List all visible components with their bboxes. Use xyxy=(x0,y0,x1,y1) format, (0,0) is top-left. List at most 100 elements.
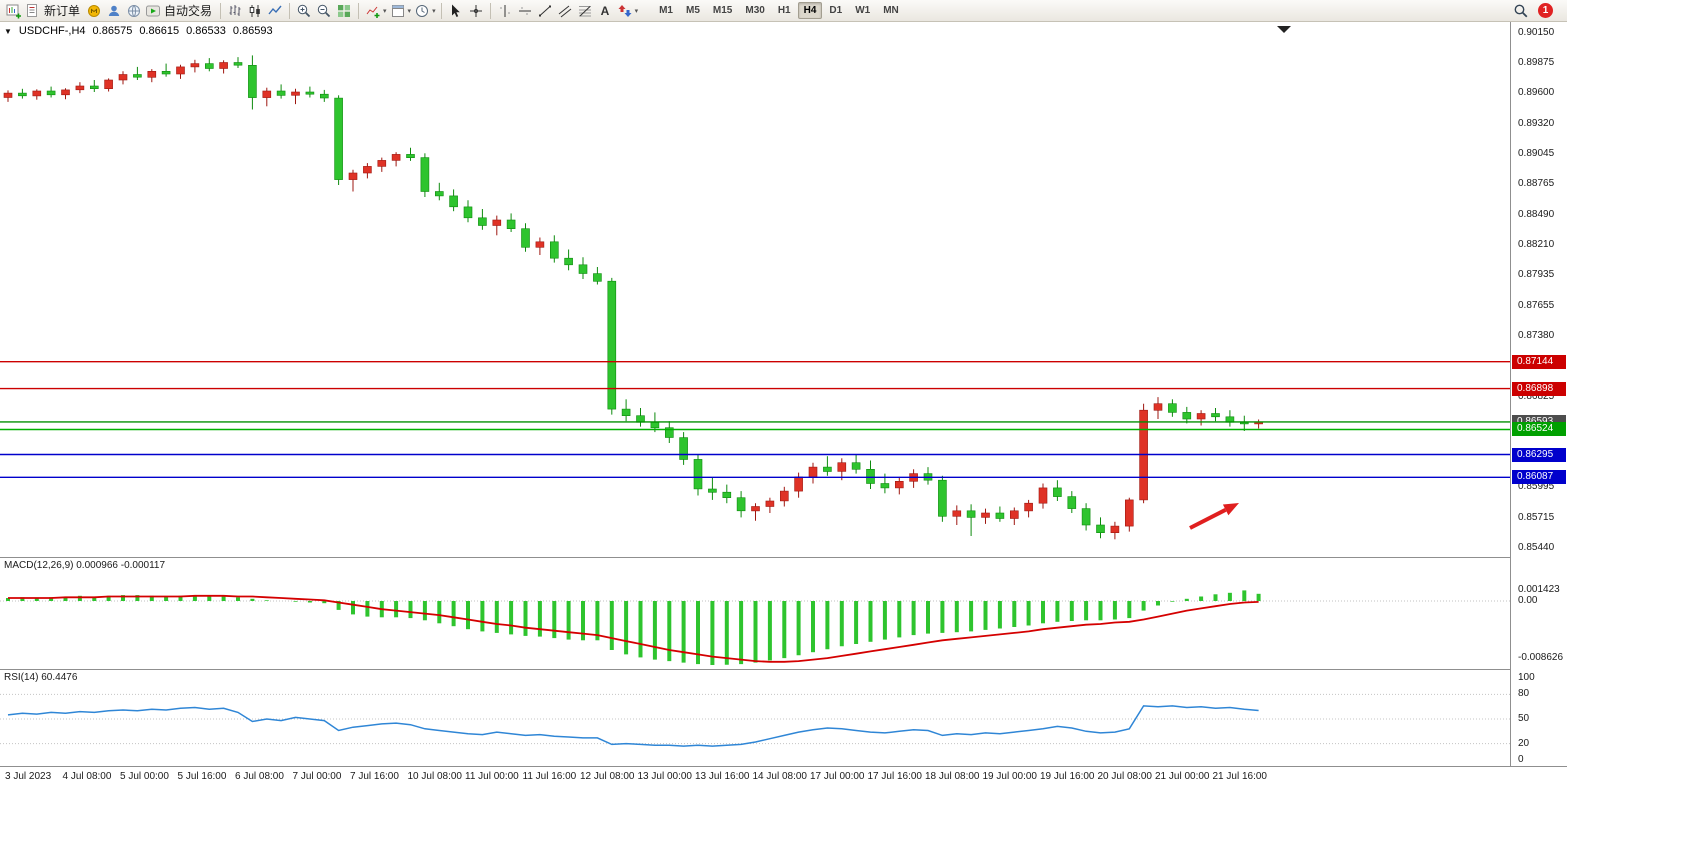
community-button[interactable] xyxy=(124,1,144,21)
rsi-axis-label: 20 xyxy=(1518,737,1530,749)
new-chart-icon xyxy=(6,4,21,18)
one-click-trading-toggle[interactable]: ▼ xyxy=(4,26,12,36)
macd-axis-label: -0.008626 xyxy=(1518,652,1564,663)
crosshair-button[interactable] xyxy=(466,1,486,21)
price-axis-label: 0.88210 xyxy=(1518,239,1555,251)
price-axis-label: 0.87380 xyxy=(1518,329,1555,341)
macd-axis-label: 0.00 xyxy=(1518,595,1538,606)
macd-pane[interactable] xyxy=(0,558,1510,668)
zoom-out-button[interactable] xyxy=(314,1,334,21)
toolbar: 新订单 自动交易 ▾ ▾ ▾ A ▾ M1 M5 M15 M30 H1 H4 D1 W1 MN … xyxy=(0,0,1567,22)
timeframe-button-D1[interactable]: D1 xyxy=(829,5,843,16)
price-axis[interactable]: 0.90150 0.89875 0.89600 0.89320 0.89045 0.887… xyxy=(1510,22,1567,766)
macd-label: MACD(12,26,9) 0.000966 -0.000117 xyxy=(4,560,166,571)
timeframe-button-H4[interactable]: H4 xyxy=(797,2,823,19)
time-axis[interactable]: 3 Jul 2023 4 Jul 08:00 5 Jul 00:00 5 Jul 16… xyxy=(0,766,1567,787)
timeframe-button-M1[interactable]: M1 xyxy=(659,5,673,16)
text-button[interactable]: A xyxy=(595,1,615,21)
price-axis-label: 0.89320 xyxy=(1518,117,1555,129)
profile-icon xyxy=(108,5,120,16)
macd-signal-line xyxy=(8,594,1259,663)
indicators-button[interactable] xyxy=(363,1,383,21)
time-axis-label: 17 Jul 00:00 xyxy=(810,771,865,782)
timeframe-button-M15[interactable]: M15 xyxy=(712,5,733,16)
timeframe-button-M30[interactable]: M30 xyxy=(745,5,765,16)
rsi-pane[interactable] xyxy=(0,670,1510,765)
candlestick-chart-icon xyxy=(249,4,260,17)
time-axis-label: 17 Jul 16:00 xyxy=(867,771,923,782)
time-axis-label: 19 Jul 16:00 xyxy=(1040,771,1095,782)
vertical-line-button[interactable] xyxy=(495,1,515,21)
zoom-in-button[interactable] xyxy=(294,1,314,21)
chart-title-overlay: ▼ USDCHF-,H4 0.86575 0.86615 0.86533 0.8… xyxy=(4,25,273,37)
new-order-button[interactable]: 新订单 xyxy=(24,1,84,21)
search-icon xyxy=(1514,4,1528,17)
indicators-icon xyxy=(366,6,380,18)
chart-shift-marker[interactable] xyxy=(1277,26,1291,33)
autotrading-label: 自动交易 xyxy=(164,4,213,18)
timeframe-button-MN[interactable]: MN xyxy=(883,5,899,16)
arrows-caret-icon[interactable]: ▾ xyxy=(634,7,639,15)
timeframe-button-M5[interactable]: M5 xyxy=(686,5,700,16)
price-tag-0.86295: 0.86295 xyxy=(1512,447,1566,462)
templates-caret-icon[interactable]: ▾ xyxy=(407,7,412,15)
horizontal-line-button[interactable] xyxy=(515,1,535,21)
bar-chart-icon xyxy=(229,4,241,16)
mql5-market-icon xyxy=(88,4,101,17)
time-axis-label: 6 Jul 08:00 xyxy=(235,771,284,782)
price-axis-label: 0.88490 xyxy=(1518,208,1555,220)
zoom-in-icon xyxy=(297,4,311,17)
price-tag-0.87144: 0.87144 xyxy=(1512,354,1566,369)
price-axis-label: 0.89045 xyxy=(1518,147,1555,159)
close-value: 0.86593 xyxy=(232,25,273,37)
time-axis-label: 7 Jul 00:00 xyxy=(292,771,342,782)
rsi-axis-label: 0 xyxy=(1518,754,1524,765)
pane-separator[interactable] xyxy=(0,557,1567,558)
line-chart-button[interactable] xyxy=(265,1,285,21)
profile-button[interactable] xyxy=(104,1,124,21)
candlestick-chart-button[interactable] xyxy=(245,1,265,21)
trendline-button[interactable] xyxy=(535,1,555,21)
time-axis-label: 13 Jul 00:00 xyxy=(637,771,693,782)
mql5-market-button[interactable] xyxy=(84,1,104,21)
tile-windows-button[interactable] xyxy=(334,1,354,21)
bar-chart-button[interactable] xyxy=(225,1,245,21)
new-chart-button[interactable] xyxy=(4,1,24,21)
rsi-axis-label: 50 xyxy=(1518,713,1530,724)
fibonacci-button[interactable] xyxy=(575,1,595,21)
rsi-axis-label: 100 xyxy=(1518,672,1535,683)
toolbar-separator xyxy=(220,2,222,19)
horizontal-line-icon xyxy=(518,6,531,15)
timeframe-button-H1[interactable]: H1 xyxy=(777,5,791,16)
trend-arrow-annotation[interactable] xyxy=(1189,503,1239,530)
price-axis-label: 0.90150 xyxy=(1518,27,1555,38)
periods-caret-icon[interactable]: ▾ xyxy=(432,7,436,15)
price-axis-label: 0.89875 xyxy=(1518,57,1555,69)
price-axis-label: 0.86825 xyxy=(1518,390,1555,402)
arrows-button[interactable] xyxy=(615,1,635,21)
fibonacci-icon xyxy=(578,5,591,16)
search-button[interactable] xyxy=(1511,1,1531,21)
autotrading-play-icon xyxy=(146,5,161,16)
new-order-label: 新订单 xyxy=(44,4,81,18)
channel-button[interactable] xyxy=(555,1,575,21)
price-axis-label: 0.89600 xyxy=(1518,87,1555,99)
rsi-line xyxy=(7,705,1259,747)
time-axis-label: 13 Jul 16:00 xyxy=(695,771,750,782)
trendline-icon xyxy=(538,5,551,16)
templates-button[interactable] xyxy=(388,1,408,21)
indicators-caret-icon[interactable]: ▾ xyxy=(383,7,387,15)
chart-window[interactable]: ▼ USDCHF-,H4 0.86575 0.86615 0.86533 0.8… xyxy=(0,22,1567,850)
timeframe-button-W1[interactable]: W1 xyxy=(855,5,871,16)
notification-badge[interactable]: 1 xyxy=(1538,3,1553,18)
line-chart-icon xyxy=(268,5,282,14)
hlines xyxy=(0,361,1510,478)
pane-separator[interactable] xyxy=(0,669,1567,670)
toolbar-separator xyxy=(289,2,291,19)
autotrading-button[interactable]: 自动交易 xyxy=(144,1,216,21)
main-price-chart[interactable] xyxy=(0,22,1510,557)
cursor-icon xyxy=(451,4,460,17)
cursor-button[interactable] xyxy=(446,1,466,21)
price-axis-label: 0.87935 xyxy=(1518,269,1555,281)
periods-button[interactable] xyxy=(412,1,432,21)
